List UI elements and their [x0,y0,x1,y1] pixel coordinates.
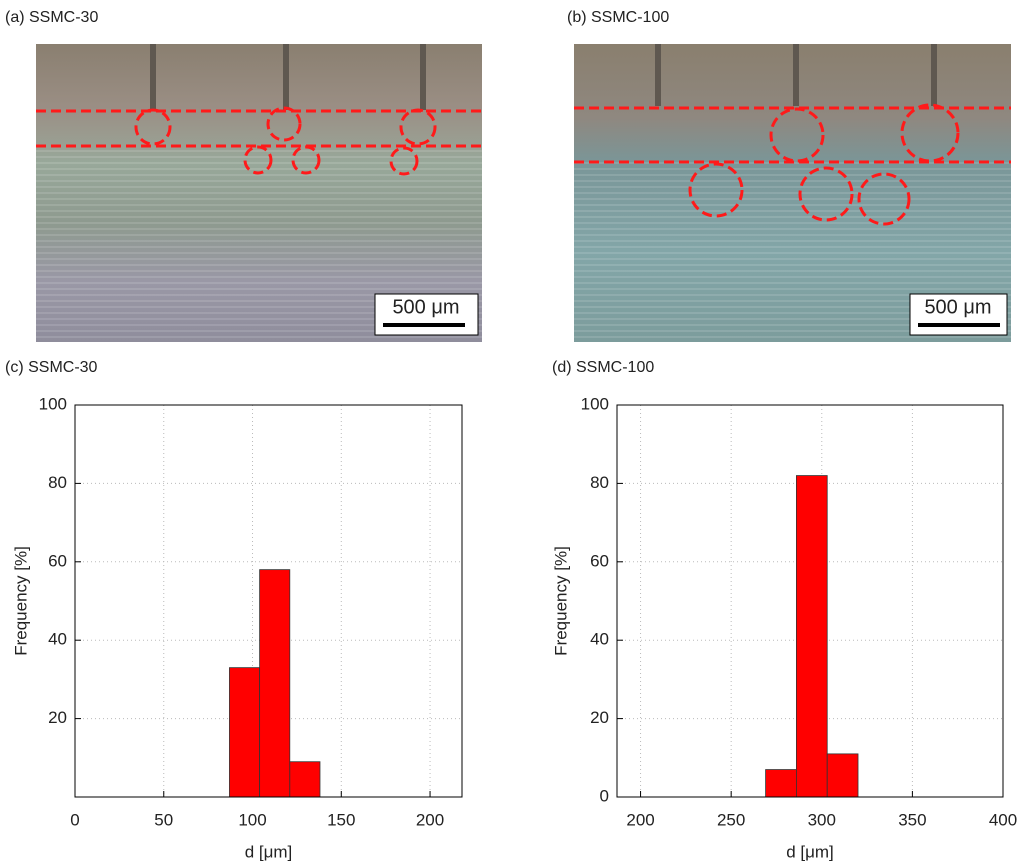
y-tick-label: 20 [590,708,609,727]
scale-bar-label: 500 μm [924,296,991,318]
x-tick-label: 0 [70,810,79,829]
bar [796,475,828,798]
x-tick-label: 250 [717,810,745,829]
x-axis-label: d [μm] [786,842,834,861]
x-axis-label: d [μm] [245,842,293,861]
y-tick-label: 100 [581,394,609,413]
y-tick-label: 80 [590,473,609,492]
y-tick-label: 60 [590,551,609,570]
bar [826,753,859,798]
x-tick-label: 150 [327,810,355,829]
y-axis-label: Frequency [%] [11,546,30,656]
x-tick-label: 50 [154,810,173,829]
y-axis-label: Frequency [%] [551,546,570,656]
image-label: (b) SSMC-100 [567,9,669,26]
x-tick-label: 350 [898,810,926,829]
chart-title: (d) SSMC-100 [552,359,654,376]
plot-frame [74,404,463,798]
y-tick-label: 20 [48,708,67,727]
x-tick-label: 300 [808,810,836,829]
y-tick-label: 100 [39,394,67,413]
bar [229,667,261,798]
scale-bar-label: 500 μm [392,296,459,318]
photo-b: 500 μm [574,44,1011,342]
image-label: (a) SSMC-30 [5,9,98,26]
y-tick-label: 40 [590,630,609,649]
y-tick-label: 0 [600,786,609,805]
y-tick-label: 60 [48,551,67,570]
photo-a: 500 μm [36,44,482,342]
x-tick-label: 200 [626,810,654,829]
x-tick-label: 200 [416,810,444,829]
plot-frame [616,404,1004,798]
bar [259,569,291,798]
chart-title: (c) SSMC-30 [5,359,98,376]
bar [289,761,321,798]
y-tick-label: 40 [48,630,67,649]
x-tick-label: 100 [238,810,266,829]
y-tick-label: 80 [48,473,67,492]
bar [765,769,797,798]
x-tick-label: 400 [989,810,1017,829]
